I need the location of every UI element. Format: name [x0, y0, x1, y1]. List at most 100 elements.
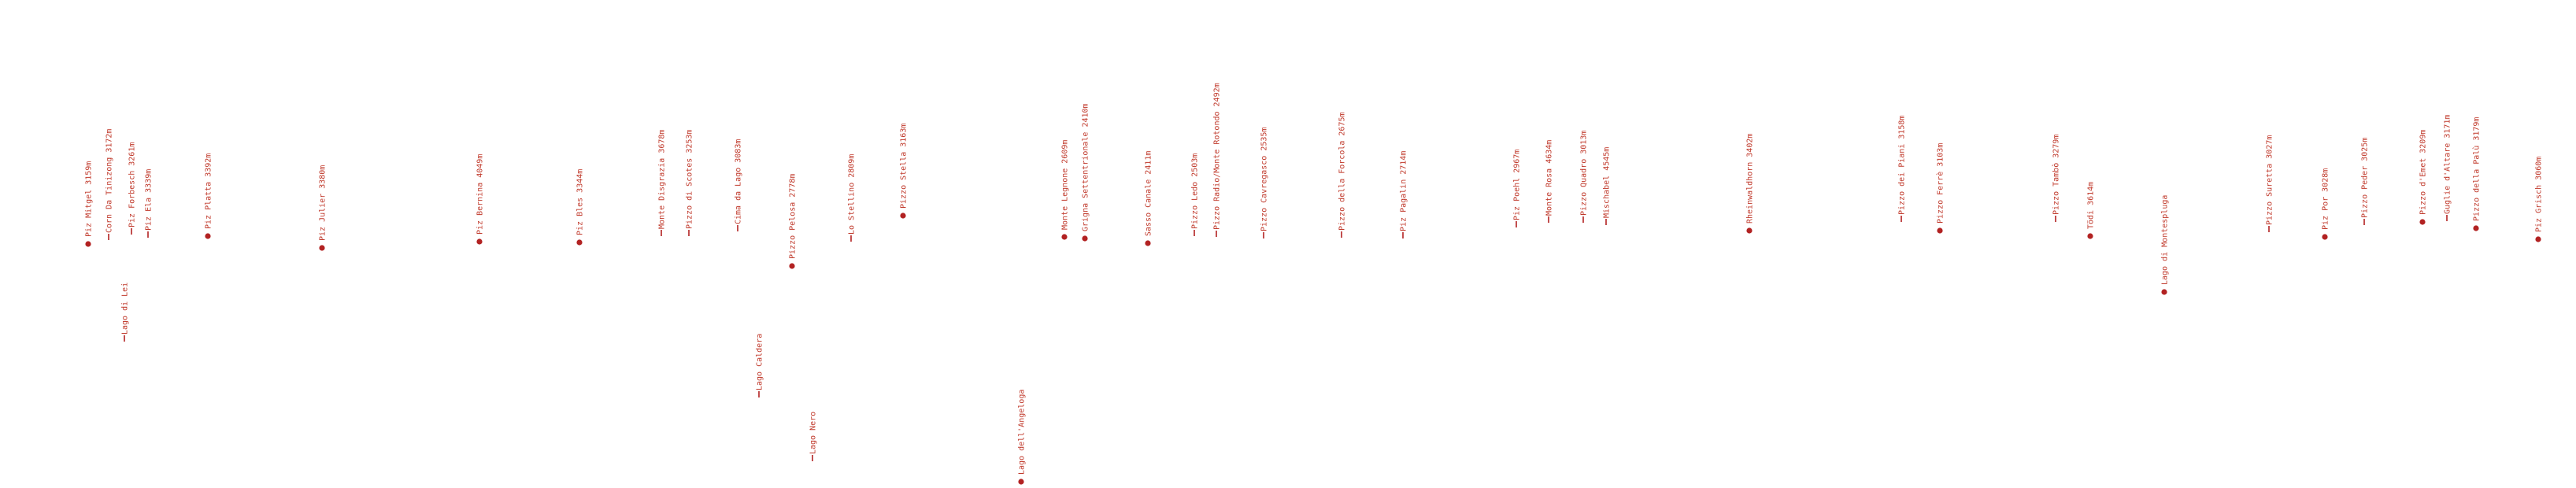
peak-label: Pizzo della Forcola 2675m [1338, 112, 1347, 231]
peak-label: Tödi 3614m [2087, 182, 2096, 229]
peak-marker-dot [1082, 235, 1088, 242]
peak-rheinwaldhorn-3402m: Rheinwaldhorn 3402m [1746, 134, 1755, 234]
peak-monte-rosa-4634m: Monte Rosa 4634m [1545, 140, 1554, 223]
peak-pizzo-della-pal-3179m: Pizzo della Palù 3179m [2472, 117, 2482, 231]
peak-piz-bles-3344m: Piz Bles 3344m [576, 169, 585, 246]
peak-label: Mischabel 4545m [1603, 147, 1612, 218]
peak-pizzo-di-scotes-3253m: Pizzo di Scotes 3253m [686, 130, 694, 236]
peak-marker-dot [789, 263, 795, 269]
lake-lago-caldera: Lago Caldera [756, 334, 764, 397]
peak-marker-dot [476, 238, 483, 245]
peak-marker-dot [319, 245, 325, 251]
peak-label: Pizzo Radio/Monte Rotondo 2492m [1213, 83, 1222, 230]
peak-piz-platta-3392m: Piz Platta 3392m [205, 153, 213, 239]
peak-mischabel-4545m: Mischabel 4545m [1603, 147, 1612, 225]
peak-label: Sasso Canale 2411m [1145, 151, 1153, 236]
peak-piz-ela-3339m: Piz Ela 3339m [145, 169, 154, 238]
peak-piz-por-3028m: Piz Por 3028m [2322, 168, 2330, 240]
peak-label: Pizzo d'Emet 3209m [2419, 130, 2428, 215]
peak-label: Piz Forbesch 3261m [128, 142, 137, 227]
lake-label: Lago dell'Angeloga [1018, 390, 1027, 475]
lake-marker-dot [2161, 289, 2167, 295]
peak-t-di-3614m: Tödi 3614m [2087, 182, 2096, 239]
peak-label: Piz Poehl 2967m [1513, 150, 1522, 220]
peak-pizzo-radio-monte-rotondo-2492m: Pizzo Radio/Monte Rotondo 2492m [1213, 83, 1222, 237]
peak-pizzo-pelosa-2778m: Pizzo Pelosa 2778m [789, 174, 798, 269]
peak-label: Pizzo Ferrè 3103m [1936, 143, 1945, 224]
peak-pizzo-suretta-3027m: Pizzo Suretta 3027m [2266, 135, 2274, 232]
peak-label: Guglie d'Altare 3171m [2444, 115, 2452, 214]
lake-label: Lago Caldera [756, 334, 764, 390]
lake-marker-dot [1018, 479, 1024, 485]
peak-marker-dot [2535, 236, 2541, 242]
peak-marker-dot [1746, 227, 1752, 234]
peak-label: Pizzo Peder 3025m [2361, 138, 2370, 218]
peak-piz-grisch-3060m: Piz Grisch 3060m [2535, 157, 2544, 242]
lake-label: Lago Nero [809, 412, 818, 454]
peak-label: Cima da Lago 3083m [735, 139, 743, 224]
lake-lago-nero: Lago Nero [809, 412, 818, 461]
peak-label: Monte Rosa 4634m [1545, 140, 1554, 216]
peak-marker-dot [2419, 219, 2426, 225]
peak-label: Pizzo di Scotes 3253m [686, 130, 694, 229]
peak-pizzo-d-emet-3209m: Pizzo d'Emet 3209m [2419, 130, 2428, 225]
peak-marker-dot [900, 213, 906, 219]
peak-sasso-canale-2411m: Sasso Canale 2411m [1145, 151, 1153, 246]
peak-piz-forbesch-3261m: Piz Forbesch 3261m [128, 142, 137, 235]
peak-marker-dot [1937, 227, 1943, 234]
peak-pizzo-stella-3163m: Pizzo Stella 3163m [900, 124, 909, 219]
peak-label: Corn Da Tinizong 3172m [105, 129, 114, 233]
peak-label: Piz Ela 3339m [145, 169, 154, 231]
peak-pizzo-della-forcola-2675m: Pizzo della Forcola 2675m [1338, 112, 1347, 238]
peak-marker-dot [1061, 234, 1068, 240]
peak-label: Piz Julier 3380m [319, 165, 328, 241]
peak-label: Pizzo Cavregasco 2535m [1260, 128, 1269, 231]
peak-cima-da-lago-3083m: Cima da Lago 3083m [735, 139, 743, 231]
peak-label: Pizzo della Palù 3179m [2472, 117, 2482, 221]
peak-marker-dot [2087, 233, 2093, 239]
peak-label: Pizzo Tambò 3279m [2052, 135, 2061, 215]
peak-label: Pizzo Pelosa 2778m [789, 174, 798, 259]
peak-guglie-d-altare-3171m: Guglie d'Altare 3171m [2444, 115, 2452, 221]
peak-label: Pizzo Quadro 3013m [1580, 131, 1589, 216]
peak-label: Piz Bernina 4049m [476, 154, 485, 235]
peak-marker-dot [1145, 240, 1151, 246]
peak-marker-dot [85, 241, 91, 247]
peak-label: Piz Por 3028m [2322, 168, 2330, 230]
peak-label: Grigna Settentrionale 2410m [1082, 103, 1090, 231]
peak-marker-dot [576, 239, 583, 246]
peak-label: Pizzo Ledo 2503m [1191, 153, 1200, 229]
peak-pizzo-cavregasco-2535m: Pizzo Cavregasco 2535m [1260, 128, 1269, 238]
peak-pizzo-ledo-2503m: Pizzo Ledo 2503m [1191, 153, 1200, 236]
peak-lo-stellino-2809m: Lo Stellino 2809m [848, 154, 857, 242]
peak-piz-pagalin-2714m: Piz Pagalin 2714m [1400, 151, 1408, 238]
peak-corn-da-tinizong-3172m: Corn Da Tinizong 3172m [105, 129, 114, 240]
peak-pizzo-tamb-3279m: Pizzo Tambò 3279m [2052, 135, 2061, 222]
peak-label: Piz Bles 3344m [576, 169, 585, 235]
peak-piz-bernina-4049m: Piz Bernina 4049m [476, 154, 485, 245]
peak-label: Pizzo dei Piani 3158m [1898, 116, 1907, 215]
peak-pizzo-quadro-3013m: Pizzo Quadro 3013m [1580, 131, 1589, 223]
peak-marker-dot [205, 233, 211, 239]
peak-piz-mitgel-3159m: Piz Mitgel 3159m [85, 161, 94, 247]
peak-label: Piz Pagalin 2714m [1400, 151, 1408, 231]
peak-label: Piz Platta 3392m [205, 153, 213, 229]
peak-label: Lo Stellino 2809m [848, 154, 857, 235]
peak-pizzo-ferr-3103m: Pizzo Ferrè 3103m [1936, 143, 1945, 234]
peak-marker-dot [2322, 234, 2328, 240]
peak-pizzo-dei-piani-3158m: Pizzo dei Piani 3158m [1898, 116, 1907, 222]
peak-label: Piz Mitgel 3159m [85, 161, 94, 237]
lake-label: Lago di Lei [121, 283, 130, 335]
lake-lago-di-lei: Lago di Lei [121, 283, 130, 342]
peak-label: Rheinwaldhorn 3402m [1746, 134, 1755, 224]
peak-label: Pizzo Stella 3163m [900, 124, 909, 209]
peak-piz-poehl-2967m: Piz Poehl 2967m [1513, 150, 1522, 227]
peak-label: Monte Disgrazia 3678m [658, 130, 667, 229]
peak-label: Piz Grisch 3060m [2535, 157, 2544, 232]
peak-label: Pizzo Suretta 3027m [2266, 135, 2274, 225]
peak-piz-julier-3380m: Piz Julier 3380m [319, 165, 328, 251]
peak-monte-disgrazia-3678m: Monte Disgrazia 3678m [658, 130, 667, 236]
peak-label: Monte Legnone 2609m [1061, 140, 1070, 230]
peak-pizzo-peder-3025m: Pizzo Peder 3025m [2361, 138, 2370, 225]
